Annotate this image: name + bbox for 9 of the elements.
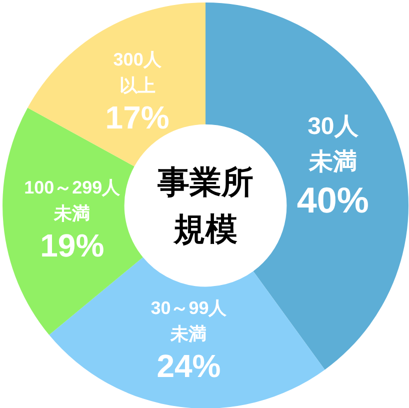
data-label: 24% [156,348,221,384]
slice-label: 300人以上 [113,50,162,96]
data-label: 17% [105,100,170,136]
slice-label: 30人未満 [308,113,360,176]
text: 事業所規模 [156,164,254,247]
slice-label: 100～299人未満 [24,178,122,224]
data-label: 19% [40,228,104,264]
data-label: 40% [296,179,369,220]
slice-label: 30～99人未満 [150,298,228,344]
